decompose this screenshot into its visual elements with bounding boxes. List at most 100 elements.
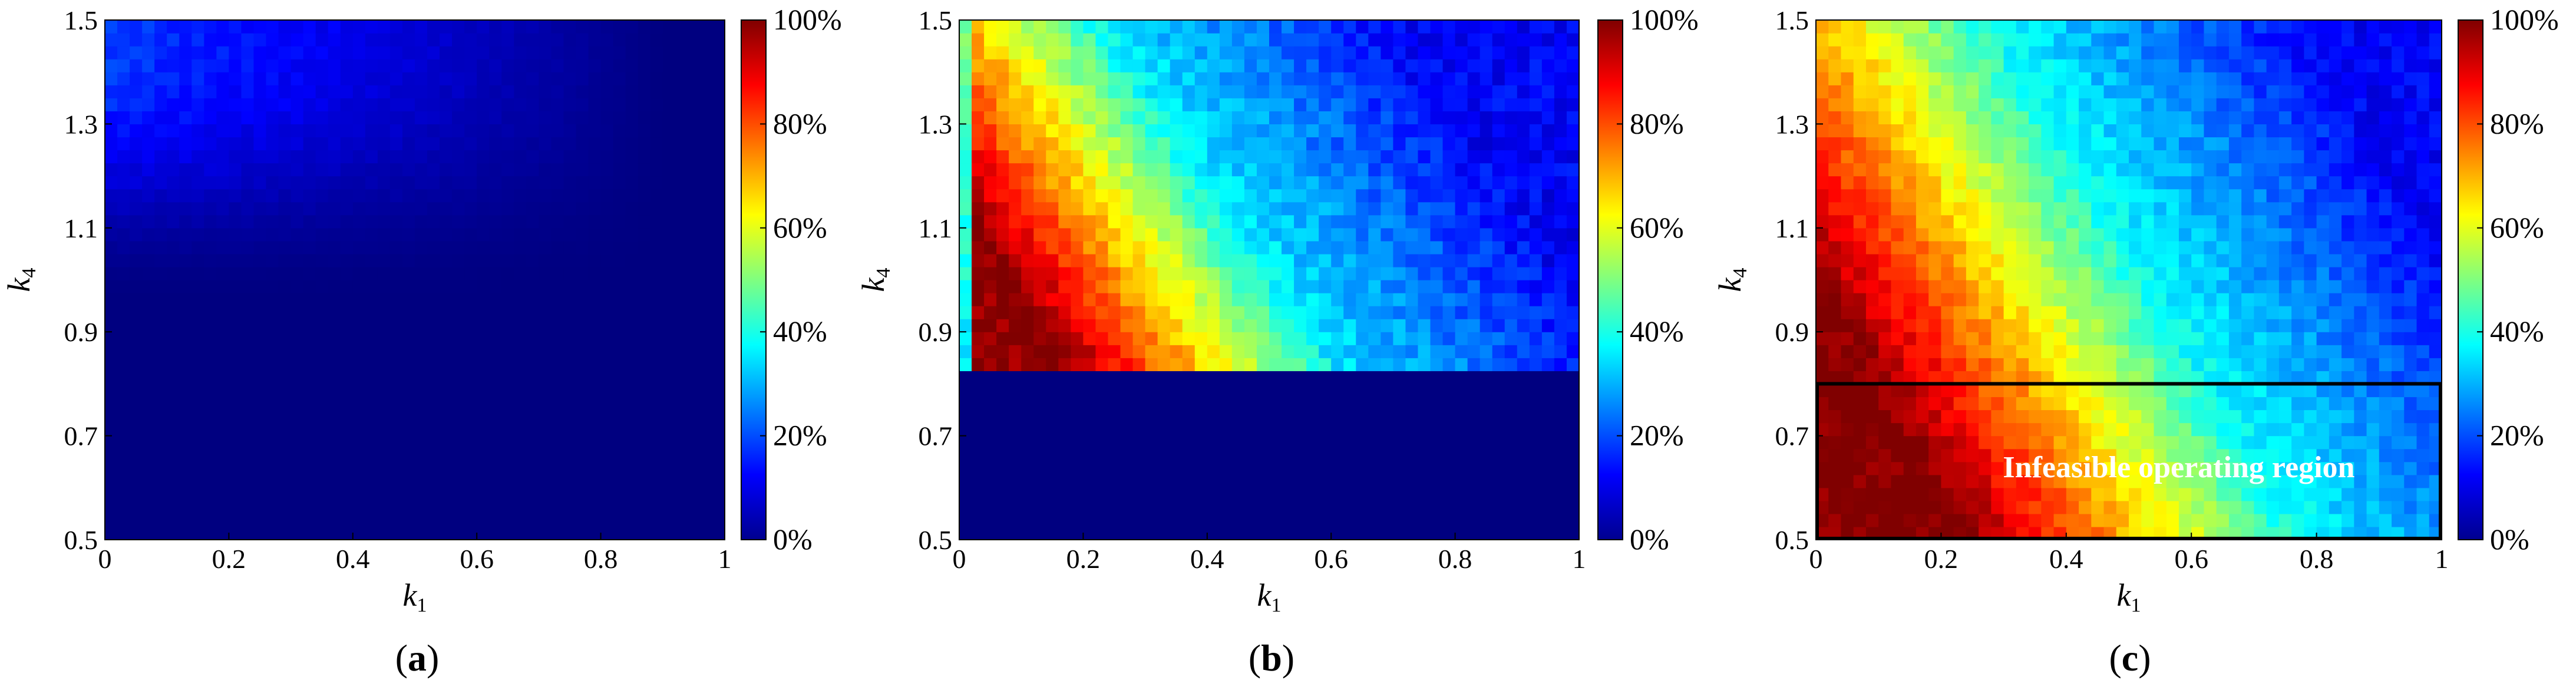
heatmap-cell bbox=[1319, 227, 1332, 242]
heatmap-cell bbox=[1145, 397, 1158, 411]
heatmap-cell bbox=[1554, 422, 1567, 437]
heatmap-cell bbox=[984, 306, 997, 319]
heatmap-cell bbox=[1182, 214, 1195, 229]
heatmap-cell bbox=[1207, 240, 1220, 255]
heatmap-cell bbox=[1455, 176, 1468, 190]
axis-ticks: 0 0.2 0.4 0.6 0.8 10.50.70.91.11.31.5 bbox=[64, 5, 732, 574]
heatmap-cell bbox=[2141, 500, 2155, 514]
heatmap-cell bbox=[1009, 111, 1022, 124]
heatmap-cell bbox=[365, 422, 378, 437]
heatmap-cell bbox=[365, 85, 378, 98]
heatmap-cell bbox=[1083, 513, 1097, 527]
heatmap-cell bbox=[563, 111, 577, 124]
heatmap-cell bbox=[1541, 371, 1555, 384]
heatmap-cell bbox=[1492, 59, 1505, 72]
heatmap-cell bbox=[253, 371, 267, 384]
heatmap-cell bbox=[1841, 345, 1854, 358]
heatmap-cell bbox=[996, 422, 1009, 437]
heatmap-cell bbox=[130, 240, 143, 255]
heatmap-cell bbox=[2366, 513, 2380, 527]
heatmap-cell bbox=[389, 111, 403, 124]
heatmap-cell bbox=[117, 293, 130, 306]
heatmap-cell bbox=[1182, 150, 1195, 164]
heatmap-cell bbox=[229, 176, 242, 190]
heatmap-cell bbox=[1841, 409, 1854, 424]
heatmap-cell bbox=[191, 409, 204, 424]
heatmap-cell bbox=[130, 306, 143, 319]
heatmap-cell bbox=[1828, 487, 1842, 501]
heatmap-cell bbox=[1145, 435, 1158, 450]
heatmap-cell bbox=[1231, 500, 1245, 514]
heatmap-cell bbox=[1170, 59, 1183, 72]
heatmap-cell bbox=[1071, 409, 1084, 424]
heatmap-cell bbox=[440, 98, 453, 111]
heatmap-cell bbox=[154, 176, 167, 190]
heatmap-cell bbox=[638, 150, 651, 164]
heatmap-cell bbox=[1529, 124, 1543, 138]
heatmap-cell bbox=[142, 214, 155, 229]
heatmap-cell bbox=[2204, 526, 2217, 540]
heatmap-cell bbox=[1393, 384, 1406, 398]
heatmap-cell bbox=[984, 409, 997, 424]
heatmap-cell bbox=[699, 20, 713, 34]
heatmap-cell bbox=[600, 227, 614, 242]
heatmap-cell bbox=[117, 500, 130, 514]
heatmap-cell bbox=[638, 240, 651, 255]
heatmap-cell bbox=[130, 384, 143, 398]
heatmap-cell bbox=[1529, 461, 1543, 475]
heatmap-cell bbox=[477, 266, 490, 280]
heatmap-cell bbox=[377, 33, 391, 47]
heatmap-cell bbox=[365, 214, 378, 229]
heatmap-cell bbox=[1479, 124, 1493, 138]
heatmap-cell bbox=[1479, 422, 1493, 437]
heatmap-cell bbox=[959, 474, 972, 488]
heatmap-cell bbox=[1418, 397, 1431, 411]
heatmap-cell bbox=[1928, 345, 1941, 358]
heatmap-cell bbox=[154, 332, 167, 345]
heatmap-cell bbox=[996, 227, 1009, 242]
heatmap-cell bbox=[328, 409, 341, 424]
heatmap-cell bbox=[638, 266, 651, 280]
heatmap-cell bbox=[216, 345, 229, 358]
heatmap-cell bbox=[2228, 384, 2242, 398]
heatmap-cell bbox=[2354, 371, 2367, 384]
heatmap-cell bbox=[2191, 435, 2205, 450]
heatmap-cell bbox=[1554, 72, 1567, 85]
heatmap-cell bbox=[191, 150, 204, 164]
heatmap-cell bbox=[1207, 46, 1220, 60]
heatmap-cell bbox=[2053, 474, 2067, 488]
heatmap-cell bbox=[1479, 306, 1493, 319]
heatmap-cell bbox=[1120, 98, 1134, 111]
heatmap-cell bbox=[625, 33, 639, 47]
heatmap-cell bbox=[1170, 214, 1183, 229]
heatmap-cell bbox=[1306, 214, 1319, 229]
heatmap-cell bbox=[1207, 227, 1220, 242]
heatmap-cell bbox=[1294, 319, 1307, 332]
heatmap-cell bbox=[1083, 293, 1097, 306]
heatmap-cell bbox=[105, 384, 118, 398]
heatmap-cell bbox=[1294, 422, 1307, 437]
heatmap-cell bbox=[1319, 253, 1332, 267]
heatmap-cell bbox=[253, 397, 267, 411]
heatmap-cell bbox=[2379, 345, 2392, 358]
heatmap-cell bbox=[1145, 474, 1158, 488]
heatmap-cell bbox=[1529, 20, 1543, 34]
heatmap-cell bbox=[1157, 163, 1171, 177]
heatmap-cell bbox=[1132, 332, 1146, 345]
heatmap-cell bbox=[1418, 20, 1431, 34]
heatmap-cell bbox=[117, 280, 130, 293]
heatmap-cell bbox=[972, 500, 985, 514]
heatmap-cell bbox=[588, 280, 602, 293]
heatmap-cell bbox=[1393, 189, 1406, 203]
heatmap-cell bbox=[315, 371, 329, 384]
heatmap-cell bbox=[1841, 422, 1854, 437]
heatmap-cell bbox=[638, 474, 651, 488]
heatmap-cell bbox=[1430, 150, 1444, 164]
heatmap-cell bbox=[1058, 306, 1071, 319]
heatmap-cell bbox=[1405, 189, 1419, 203]
heatmap-cell bbox=[352, 111, 366, 124]
heatmap-cell bbox=[1306, 72, 1319, 85]
heatmap-cell bbox=[105, 513, 118, 527]
heatmap-cell bbox=[278, 280, 292, 293]
heatmap-cell bbox=[2003, 461, 2017, 475]
